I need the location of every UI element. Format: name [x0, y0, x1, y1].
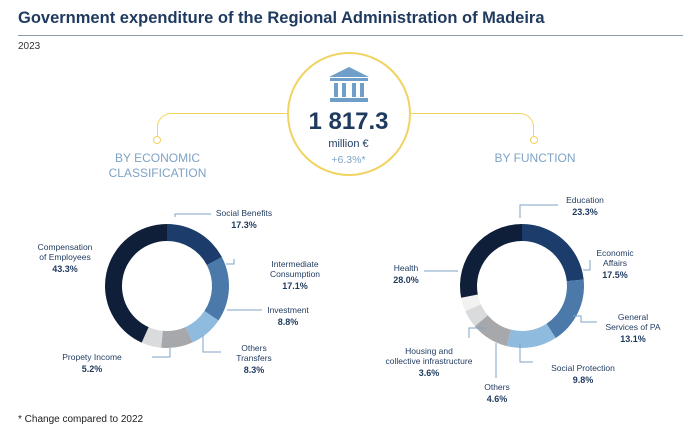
- donut-slice-economic-affairs: [546, 279, 584, 339]
- donut-slice-intermediate-consumption: [204, 257, 229, 321]
- total-expenditure-value: 1 817.3: [308, 108, 389, 135]
- value-others-transfers: 8.3%: [244, 365, 265, 375]
- donut-slice-others-transfers: [161, 326, 193, 348]
- label-compensation-of-employees-line2: of Employees: [39, 252, 91, 262]
- footnote: * Change compared to 2022: [18, 414, 144, 425]
- donut-chart-economic: [104, 224, 229, 348]
- value-compensation-of-employees: 43.3%: [52, 264, 78, 274]
- label-others-transfers-line2: Transfers: [236, 353, 272, 363]
- donut-slice-propety-income: [141, 327, 163, 348]
- donut-slice-compensation-of-employees: [104, 224, 167, 343]
- leader-line-economic-affairs: [583, 260, 591, 271]
- value-economic-affairs: 17.5%: [602, 270, 628, 280]
- label-housing-line1: Housing and: [405, 346, 453, 356]
- leader-line-others-transfers: [202, 335, 221, 353]
- donut-slice-general-services-of-pa: [506, 323, 556, 348]
- total-unit: million €: [328, 138, 369, 150]
- leader-line-general-services: [573, 315, 597, 323]
- connector-dot-right: [530, 136, 538, 144]
- chart-labels: Social Benefits 17.3% IntermediateConsumpt…: [38, 195, 661, 404]
- label-health: Health: [394, 263, 419, 273]
- leader-line-social-benefits: [174, 213, 211, 217]
- label-general-services-line2: Services of PA: [605, 322, 660, 332]
- donut-slice-social-protection: [474, 315, 511, 347]
- value-others: 4.6%: [487, 394, 508, 404]
- bank-building-icon: [329, 67, 369, 102]
- donut-slice-education: [522, 224, 584, 282]
- label-others-transfers-line1: Others: [241, 343, 267, 353]
- label-housing-line2: collective infrastructure: [386, 356, 473, 366]
- donut-slice-housing-and-collective-infrastructure: [461, 294, 481, 312]
- label-others: Others: [484, 382, 510, 392]
- leader-line-social-protection: [519, 343, 533, 363]
- value-social-benefits: 17.3%: [231, 220, 257, 230]
- label-property-income: Propety Income: [62, 352, 122, 362]
- section-title-function: BY FUNCTION: [494, 151, 576, 165]
- label-intermediate-consumption-line2: Consumption: [270, 269, 320, 279]
- value-investment: 8.8%: [278, 317, 299, 327]
- connector-dot-left: [153, 136, 161, 144]
- label-social-protection: Social Protection: [551, 363, 615, 373]
- label-social-benefits: Social Benefits: [216, 208, 272, 218]
- value-health: 28.0%: [393, 275, 419, 285]
- donut-chart-function: [459, 224, 584, 348]
- donut-slice-health: [459, 224, 522, 298]
- leader-line-property-income: [152, 348, 171, 358]
- total-circle: 1 817.3 million € +6.3%*: [287, 52, 411, 176]
- label-economic-affairs-line2: Affairs: [603, 258, 627, 268]
- value-intermediate-consumption: 17.1%: [282, 281, 308, 291]
- leader-line-housing: [468, 327, 486, 338]
- label-economic-affairs-line1: Economic: [596, 248, 634, 258]
- label-general-services-line1: General: [618, 312, 648, 322]
- label-education: Education: [566, 195, 604, 205]
- value-property-income: 5.2%: [82, 364, 103, 374]
- title-divider: [18, 35, 683, 36]
- donut-slice-others: [465, 304, 488, 327]
- value-housing: 3.6%: [419, 368, 440, 378]
- label-compensation-of-employees-line1: Compensation: [38, 242, 93, 252]
- section-title-economic: BY ECONOMIC CLASSIFICATION: [108, 151, 207, 180]
- value-education: 23.3%: [572, 207, 598, 217]
- donut-slice-investment: [185, 311, 219, 343]
- leader-line-education: [519, 204, 558, 218]
- value-general-services: 13.1%: [620, 334, 646, 344]
- label-intermediate-consumption-line1: Intermediate: [271, 259, 319, 269]
- value-social-protection: 9.8%: [573, 375, 594, 385]
- donut-slice-social-benefits: [167, 224, 222, 266]
- label-investment: Investment: [267, 305, 309, 315]
- year-label: 2023: [18, 41, 41, 52]
- total-change: +6.3%*: [331, 154, 366, 166]
- leader-line-intermediate-consumption: [226, 259, 235, 265]
- page-title: Government expenditure of the Regional A…: [18, 9, 545, 27]
